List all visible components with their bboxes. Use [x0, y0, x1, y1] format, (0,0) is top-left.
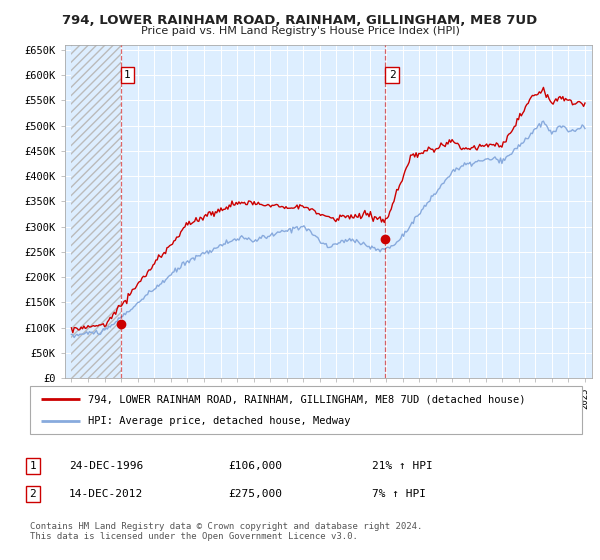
- Text: 2: 2: [29, 489, 37, 499]
- Text: 7% ↑ HPI: 7% ↑ HPI: [372, 489, 426, 499]
- Bar: [71, 45, 121, 378]
- Text: 1: 1: [29, 461, 37, 471]
- Text: Price paid vs. HM Land Registry's House Price Index (HPI): Price paid vs. HM Land Registry's House …: [140, 26, 460, 36]
- Text: £106,000: £106,000: [228, 461, 282, 471]
- Text: HPI: Average price, detached house, Medway: HPI: Average price, detached house, Medw…: [88, 416, 350, 426]
- Text: 21% ↑ HPI: 21% ↑ HPI: [372, 461, 433, 471]
- Text: Contains HM Land Registry data © Crown copyright and database right 2024.
This d: Contains HM Land Registry data © Crown c…: [30, 522, 422, 542]
- Text: 24-DEC-1996: 24-DEC-1996: [69, 461, 143, 471]
- FancyBboxPatch shape: [30, 386, 582, 434]
- Text: £275,000: £275,000: [228, 489, 282, 499]
- Text: 1: 1: [124, 70, 131, 80]
- Text: 794, LOWER RAINHAM ROAD, RAINHAM, GILLINGHAM, ME8 7UD: 794, LOWER RAINHAM ROAD, RAINHAM, GILLIN…: [62, 14, 538, 27]
- Text: 14-DEC-2012: 14-DEC-2012: [69, 489, 143, 499]
- Text: 2: 2: [389, 70, 395, 80]
- Text: 794, LOWER RAINHAM ROAD, RAINHAM, GILLINGHAM, ME8 7UD (detached house): 794, LOWER RAINHAM ROAD, RAINHAM, GILLIN…: [88, 394, 526, 404]
